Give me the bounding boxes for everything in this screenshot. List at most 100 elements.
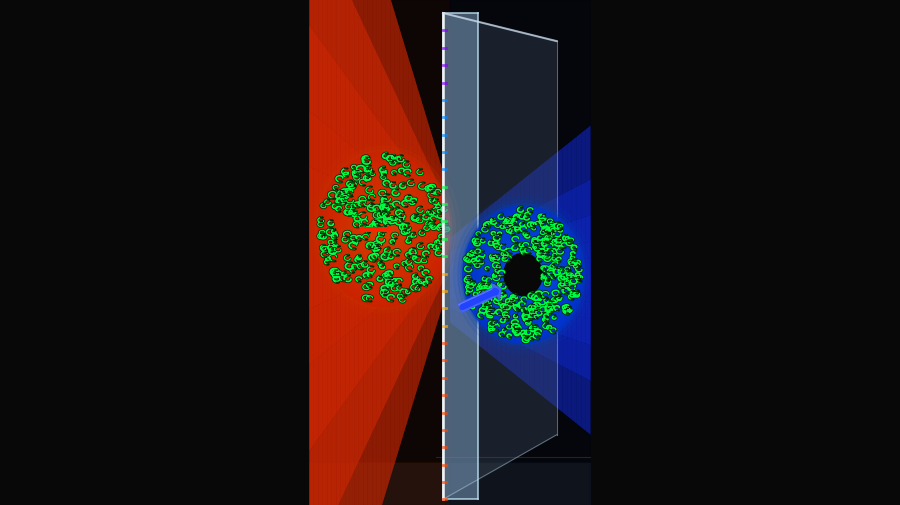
Polygon shape bbox=[572, 137, 577, 424]
Polygon shape bbox=[359, 0, 364, 505]
Polygon shape bbox=[506, 268, 511, 293]
Polygon shape bbox=[450, 235, 454, 326]
Polygon shape bbox=[478, 236, 482, 325]
Polygon shape bbox=[436, 216, 440, 261]
Polygon shape bbox=[400, 29, 404, 448]
Polygon shape bbox=[386, 203, 391, 274]
Polygon shape bbox=[413, 73, 418, 403]
Polygon shape bbox=[427, 118, 431, 359]
Polygon shape bbox=[323, 174, 328, 303]
Polygon shape bbox=[440, 162, 445, 315]
Polygon shape bbox=[554, 153, 558, 409]
Polygon shape bbox=[558, 225, 562, 336]
Polygon shape bbox=[359, 153, 364, 324]
Polygon shape bbox=[314, 33, 319, 444]
Polygon shape bbox=[427, 208, 431, 269]
Polygon shape bbox=[478, 271, 482, 290]
Ellipse shape bbox=[500, 249, 545, 300]
Polygon shape bbox=[520, 214, 525, 347]
Polygon shape bbox=[529, 235, 535, 327]
Polygon shape bbox=[391, 0, 395, 478]
Polygon shape bbox=[418, 88, 422, 389]
Polygon shape bbox=[377, 120, 382, 358]
Polygon shape bbox=[400, 209, 404, 268]
Polygon shape bbox=[497, 269, 501, 292]
Polygon shape bbox=[529, 265, 535, 296]
Polygon shape bbox=[310, 0, 314, 505]
Polygon shape bbox=[450, 261, 454, 300]
Polygon shape bbox=[346, 0, 350, 505]
Polygon shape bbox=[501, 244, 506, 317]
Polygon shape bbox=[386, 175, 391, 302]
Polygon shape bbox=[535, 167, 539, 394]
Polygon shape bbox=[464, 266, 469, 295]
Polygon shape bbox=[459, 227, 464, 334]
Polygon shape bbox=[567, 141, 572, 420]
Polygon shape bbox=[525, 266, 529, 295]
Polygon shape bbox=[572, 137, 577, 424]
Polygon shape bbox=[529, 253, 535, 308]
Polygon shape bbox=[469, 220, 473, 341]
Polygon shape bbox=[382, 0, 386, 505]
Polygon shape bbox=[535, 233, 539, 328]
Polygon shape bbox=[373, 0, 377, 505]
Polygon shape bbox=[310, 112, 314, 365]
Polygon shape bbox=[478, 212, 482, 349]
Polygon shape bbox=[328, 0, 332, 505]
Polygon shape bbox=[368, 107, 373, 370]
Polygon shape bbox=[459, 267, 464, 294]
Polygon shape bbox=[382, 64, 386, 413]
Polygon shape bbox=[400, 186, 404, 291]
Polygon shape bbox=[337, 0, 341, 505]
Polygon shape bbox=[525, 266, 529, 295]
Polygon shape bbox=[562, 246, 567, 315]
Polygon shape bbox=[454, 231, 459, 330]
Polygon shape bbox=[341, 0, 346, 505]
Polygon shape bbox=[506, 268, 511, 293]
Polygon shape bbox=[506, 268, 511, 293]
Polygon shape bbox=[454, 248, 459, 313]
Polygon shape bbox=[346, 0, 350, 490]
Polygon shape bbox=[581, 183, 586, 378]
Polygon shape bbox=[516, 217, 520, 344]
Polygon shape bbox=[422, 220, 427, 258]
Polygon shape bbox=[581, 260, 586, 301]
Ellipse shape bbox=[502, 251, 544, 298]
Polygon shape bbox=[382, 64, 386, 413]
Polygon shape bbox=[440, 162, 445, 315]
Polygon shape bbox=[314, 33, 319, 444]
Polygon shape bbox=[535, 207, 539, 354]
Polygon shape bbox=[586, 216, 590, 345]
Polygon shape bbox=[341, 138, 346, 339]
Polygon shape bbox=[341, 70, 346, 407]
Polygon shape bbox=[319, 0, 323, 505]
Polygon shape bbox=[368, 35, 373, 442]
Polygon shape bbox=[535, 252, 539, 309]
Polygon shape bbox=[319, 120, 323, 358]
Polygon shape bbox=[355, 88, 359, 388]
Polygon shape bbox=[310, 463, 590, 505]
Polygon shape bbox=[436, 179, 440, 298]
Polygon shape bbox=[431, 194, 436, 283]
Polygon shape bbox=[359, 16, 364, 461]
Polygon shape bbox=[373, 197, 377, 280]
Polygon shape bbox=[395, 14, 400, 463]
Polygon shape bbox=[544, 160, 548, 401]
Polygon shape bbox=[436, 226, 440, 251]
Polygon shape bbox=[355, 6, 359, 471]
Polygon shape bbox=[386, 175, 391, 302]
Polygon shape bbox=[529, 253, 535, 308]
Polygon shape bbox=[382, 0, 386, 505]
Polygon shape bbox=[464, 224, 469, 338]
Polygon shape bbox=[319, 39, 323, 438]
Polygon shape bbox=[359, 190, 364, 286]
Polygon shape bbox=[350, 0, 355, 505]
Polygon shape bbox=[501, 224, 506, 337]
Polygon shape bbox=[404, 211, 409, 266]
Polygon shape bbox=[506, 222, 511, 339]
Polygon shape bbox=[386, 0, 391, 492]
Polygon shape bbox=[422, 150, 427, 327]
Polygon shape bbox=[554, 248, 558, 313]
Polygon shape bbox=[459, 246, 464, 315]
Polygon shape bbox=[450, 261, 454, 300]
